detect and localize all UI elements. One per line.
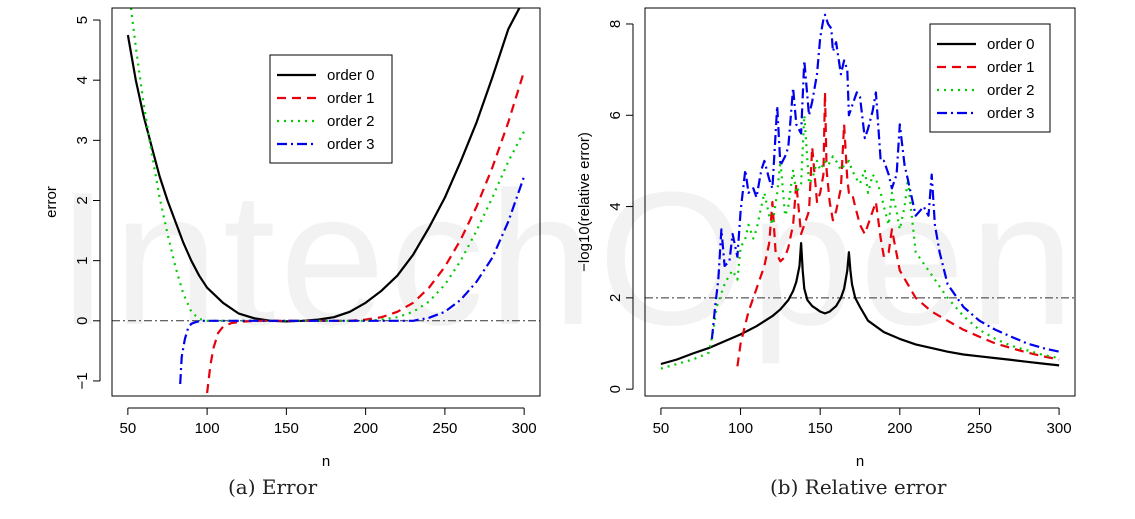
series-line-order-3: [179, 176, 526, 385]
x-tick-label: 200: [887, 420, 912, 437]
x-tick-label: 250: [432, 420, 457, 437]
legend-label-order-2: order 2: [327, 113, 375, 130]
series-line-order-0: [660, 242, 1060, 367]
x-tick-label: 50: [120, 420, 137, 437]
y-tick-label: 8: [607, 20, 624, 28]
legend-label-order-0: order 0: [987, 36, 1035, 53]
legend-label-order-1: order 1: [327, 90, 375, 107]
x-tick-label: 100: [195, 420, 220, 437]
y-tick-label: 4: [74, 76, 91, 84]
caption-error: (a) Error: [228, 475, 318, 499]
y-tick-label: 4: [607, 202, 624, 210]
y-tick-label: 1: [74, 256, 91, 264]
x-tick-label: 200: [353, 420, 378, 437]
legend-label-order-3: order 3: [327, 136, 375, 153]
legend-label-order-2: order 2: [987, 82, 1035, 99]
caption-relative-error: (b) Relative error: [770, 475, 947, 499]
legend-box: [269, 54, 393, 164]
plot-frame: [111, 7, 541, 397]
x-tick-label: 250: [967, 420, 992, 437]
legend-box: [929, 23, 1051, 133]
y-tick-label: −1: [74, 372, 91, 389]
y-tick-label: 2: [74, 196, 91, 204]
x-tick-label: 300: [512, 420, 537, 437]
series-line-order-1: [736, 91, 1060, 367]
y-tick-label: 6: [607, 111, 624, 119]
x-tick-label: 300: [1047, 420, 1072, 437]
series-line-order-2: [129, 8, 526, 322]
series-line-order-3: [710, 13, 1060, 353]
x-tick-label: 100: [728, 420, 753, 437]
y-tick-label: 2: [607, 294, 624, 302]
series-line-order-2: [660, 114, 1060, 370]
legend-label-order-0: order 0: [327, 67, 375, 84]
x-tick-label: 50: [653, 420, 670, 437]
chart-relative-error: 50 100 150 200 250 300 n 0 2 4 6 8 −log10(relative e…: [576, 7, 1076, 470]
y-tick-label: 3: [74, 136, 91, 144]
plot-frame: [644, 7, 1076, 397]
chart-error: 50 100 150 200 250 300 n −1 0 1 2 3 4 5 error order 0 or…: [43, 7, 541, 470]
y-tick-label: 5: [74, 16, 91, 24]
x-tick-label: 150: [274, 420, 299, 437]
y-tick-label: 0: [74, 317, 91, 325]
legend-label-order-1: order 1: [987, 59, 1035, 76]
x-tick-label: 150: [808, 420, 833, 437]
legend-label-order-3: order 3: [987, 105, 1035, 122]
x-axis-title: n: [322, 453, 330, 470]
y-tick-label: 0: [607, 385, 624, 393]
series-line-order-0: [126, 8, 521, 323]
y-axis-title: error: [43, 186, 60, 218]
x-axis-title: n: [856, 453, 864, 470]
y-axis-title: −log10(relative error): [576, 132, 593, 272]
